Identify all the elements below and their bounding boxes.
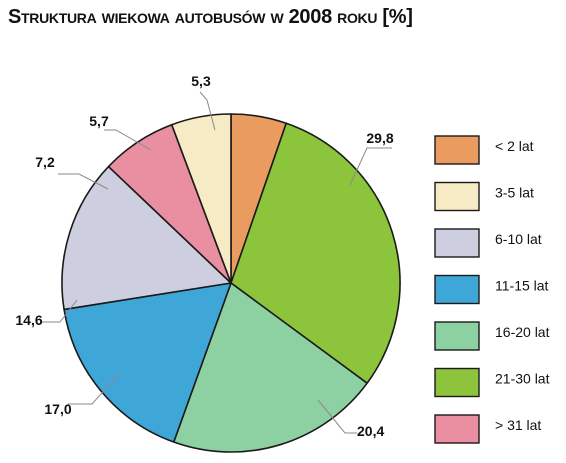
chart-title: Struktura wiekowa autobusów w 2008 roku … [8,6,413,28]
pie-slice-11-15-lat [63,282,232,443]
leader-lines [40,91,392,434]
legend-label: 11-15 lat [495,278,549,294]
legend-swatch [434,228,480,258]
value-label: 7,2 [35,154,55,170]
legend-label: > 31 lat [495,417,541,433]
pie-slice-21-30-lat [230,122,401,384]
legend-swatch [434,367,480,398]
legend-swatch [434,414,480,444]
leader-line [349,147,392,186]
legend: < 2 lat 3-5 lat 6-10 lat 11-15 lat 16-20 lat… [434,135,550,444]
leader-line [40,299,78,323]
value-label: 14,6 [15,312,42,328]
pie-slices [61,113,401,453]
legend-label: 3-5 lat [495,185,534,201]
pie-slice-16-20-lat [172,282,368,453]
legend-label: 6-10 lat [495,231,542,247]
legend-swatch [434,181,480,212]
legend-label: 21-30 lat [495,371,550,387]
leader-line [58,173,109,190]
value-label: 17,0 [44,401,71,417]
value-label: 5,3 [191,73,211,89]
leader-line [104,129,152,151]
value-label: 5,7 [89,113,109,129]
leader-line [68,372,121,405]
pie-slice-3-5-lat [170,113,232,284]
value-labels: 5,3 29,8 20,4 17,0 14,6 7,2 5,7 [15,73,393,439]
value-label: 20,4 [357,423,384,439]
legend-swatch [434,321,480,351]
legend-label: 16-20 lat [495,324,550,340]
legend-swatch [434,135,480,165]
value-label: 29,8 [366,130,393,146]
legend-label: < 2 lat [495,138,534,154]
leader-line [317,399,357,434]
legend-swatch [434,274,480,305]
pie-slice-6-10-lat [61,165,232,311]
leader-line [199,91,216,131]
